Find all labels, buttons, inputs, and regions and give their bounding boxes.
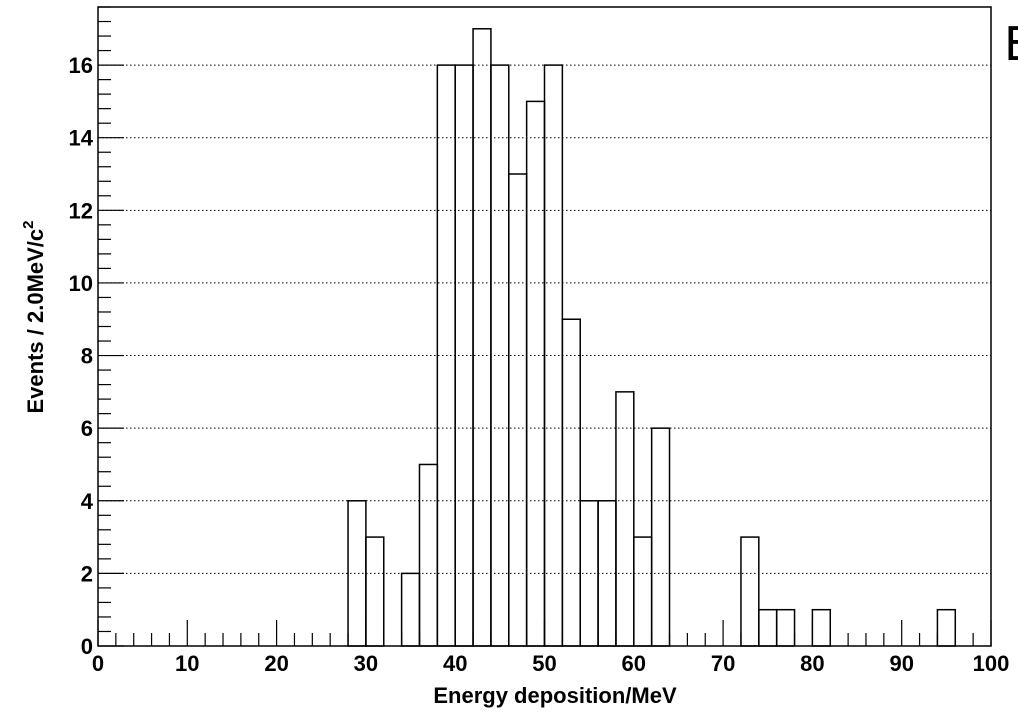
histogram-bar-36 (418, 463, 439, 647)
x-tick-label-20: 20 (264, 651, 288, 676)
histogram-bar-52 (561, 318, 581, 647)
histogram-bar-34 (400, 572, 421, 647)
x-tick-label-30: 30 (354, 651, 378, 676)
histogram-bar-76 (775, 608, 796, 647)
histogram-bar-42 (472, 28, 492, 647)
histogram-bar-46 (508, 173, 528, 647)
x-tick-label-100: 100 (973, 651, 1010, 676)
y-tick-label-8: 8 (81, 344, 93, 369)
x-axis-title: Energy deposition/MeV (433, 683, 677, 708)
histogram-bar-74 (758, 608, 778, 647)
x-tick-label-0: 0 (92, 651, 104, 676)
y-axis-title-main: Events / 2.0MeV/c (23, 229, 48, 414)
histogram-bar-30 (365, 536, 385, 647)
histogram-bar-72 (740, 536, 760, 647)
y-tick-label-4: 4 (81, 489, 94, 514)
y-tick-label-14: 14 (69, 126, 94, 151)
x-tick-label-90: 90 (889, 651, 913, 676)
x-tick-label-40: 40 (443, 651, 467, 676)
y-tick-label-16: 16 (69, 53, 93, 78)
x-tick-label-60: 60 (622, 651, 646, 676)
y-tick-label-0: 0 (81, 634, 93, 659)
x-tick-label-10: 10 (175, 651, 199, 676)
tick-labels: 0 10 20 30 40 50 60 70 80 90 100 0 2 4 6 8 10 12 14 16 (69, 53, 1010, 676)
histogram-bar-80 (811, 608, 832, 647)
x-tick-label-80: 80 (800, 651, 824, 676)
x-tick-label-70: 70 (711, 651, 735, 676)
y-tick-label-10: 10 (69, 271, 93, 296)
histogram-bar-62 (650, 427, 671, 647)
y-tick-label-12: 12 (69, 198, 93, 223)
histogram-bar-60 (633, 536, 653, 647)
y-axis-title-superscript: 2 (20, 221, 37, 229)
x-tick-label-50: 50 (532, 651, 556, 676)
histogram-bar-94 (936, 608, 957, 647)
y-tick-label-6: 6 (81, 416, 93, 441)
axis-ticks (97, 6, 992, 647)
clipped-corner-text: E (1004, 17, 1018, 71)
y-tick-label-2: 2 (81, 561, 93, 586)
histogram-bar-58 (615, 391, 635, 647)
grid-lines (98, 64, 991, 574)
histogram-bars (347, 28, 957, 647)
histogram-bar-48 (525, 100, 546, 647)
y-axis-title: Events / 2.0MeV/c2 (20, 221, 48, 414)
